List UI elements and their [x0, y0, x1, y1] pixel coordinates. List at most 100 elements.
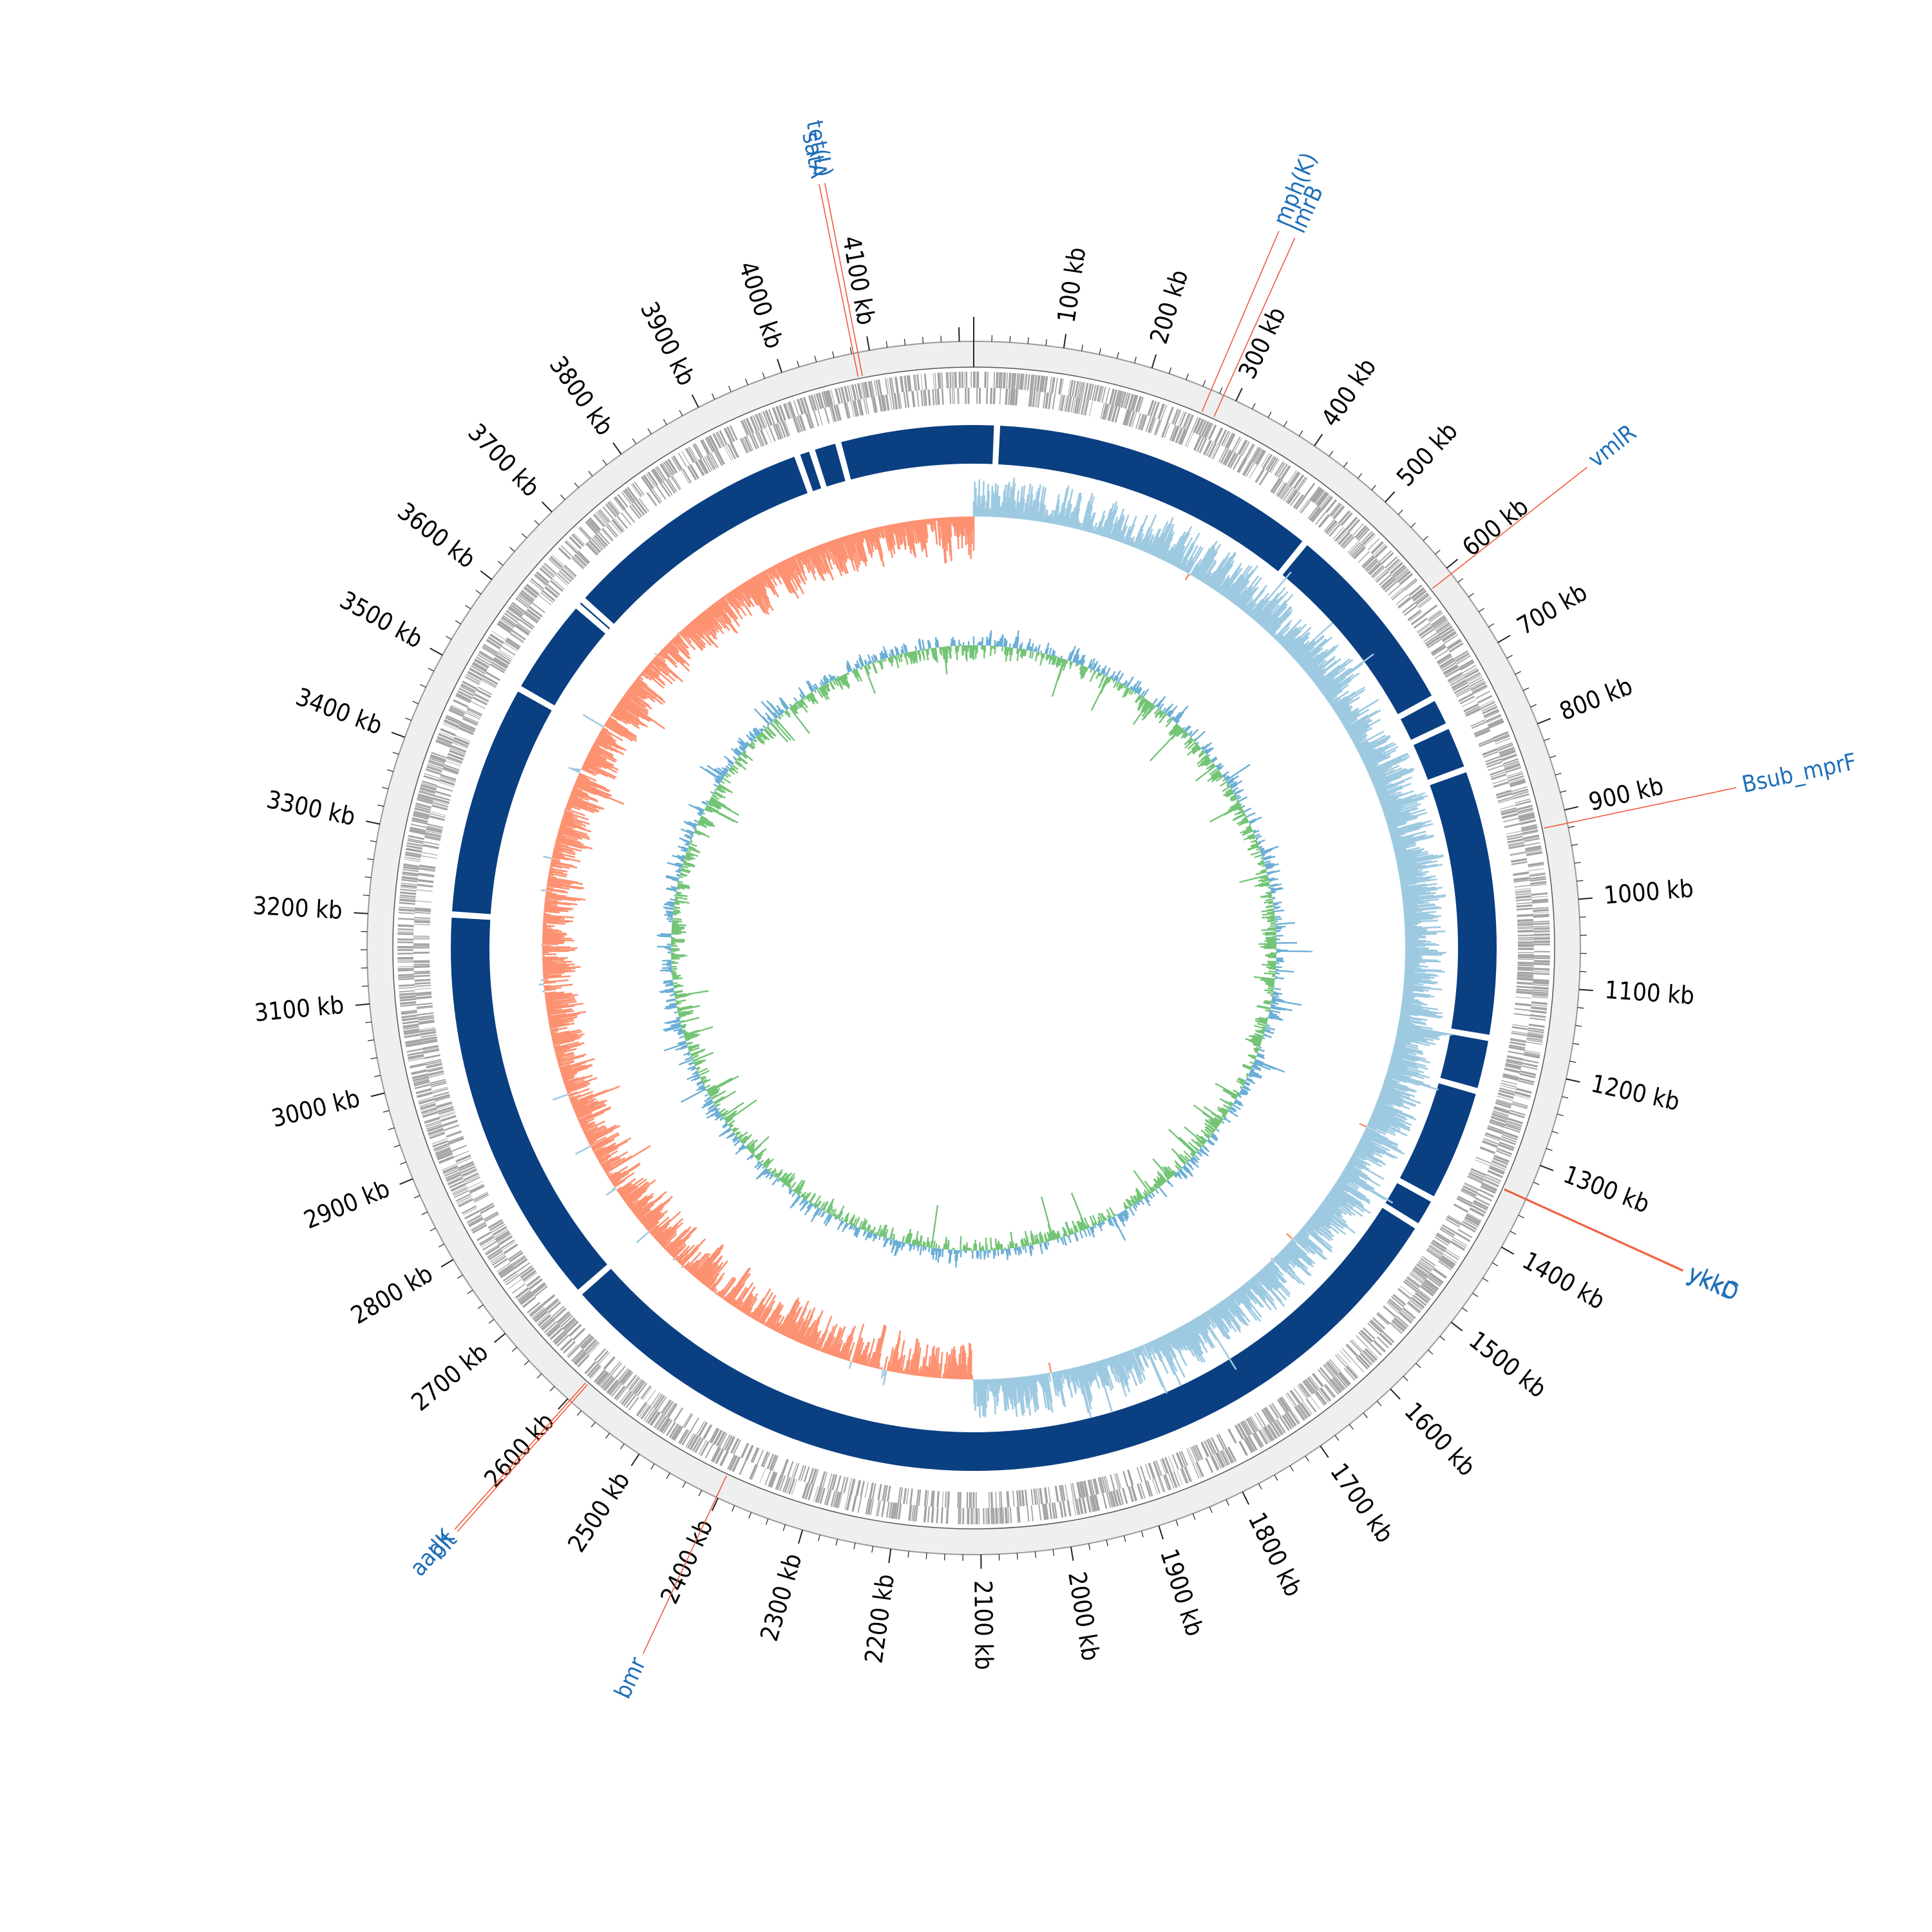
cds-feature	[1241, 1421, 1251, 1436]
cds-feature	[1475, 690, 1490, 699]
cds-feature	[1153, 1478, 1160, 1494]
gc-skew-bar	[544, 985, 551, 987]
cds-feature	[1319, 1387, 1332, 1402]
cds-feature	[1072, 1499, 1076, 1515]
cds-feature	[443, 721, 459, 729]
cds-feature	[1439, 1258, 1454, 1269]
cds-feature	[689, 1435, 699, 1451]
cds-feature	[1152, 401, 1160, 418]
cds-feature	[414, 911, 431, 914]
cds-feature	[448, 708, 464, 717]
cds-feature	[1512, 788, 1528, 795]
cds-feature	[1477, 695, 1493, 704]
cds-feature	[1417, 596, 1432, 607]
cds-feature	[397, 933, 414, 936]
cds-feature	[947, 372, 949, 388]
cds-feature	[1252, 1433, 1262, 1448]
cds-feature	[1089, 400, 1094, 417]
cds-feature	[932, 389, 935, 406]
cds-feature	[1391, 1320, 1405, 1332]
cds-feature	[1526, 849, 1542, 853]
cds-feature	[1464, 706, 1480, 715]
cds-feature	[1477, 1193, 1492, 1202]
cds-feature	[464, 1210, 480, 1220]
cds-feature	[1287, 489, 1299, 505]
cds-feature	[1224, 1448, 1233, 1464]
cds-feature	[552, 1330, 566, 1343]
cds-feature	[1416, 1263, 1431, 1274]
cds-feature	[1136, 1466, 1142, 1483]
cds-feature	[1493, 781, 1510, 788]
cds-feature	[1492, 1110, 1509, 1117]
cds-feature	[1358, 1331, 1371, 1345]
cds-feature	[1396, 594, 1409, 605]
cds-feature	[413, 1079, 430, 1085]
cds-feature	[697, 1421, 708, 1437]
cds-feature	[506, 611, 520, 621]
cds-feature	[1473, 726, 1490, 735]
cds-feature	[705, 1443, 714, 1459]
cds-feature	[1410, 1272, 1424, 1283]
cds-feature	[1387, 584, 1401, 596]
cds-feature	[1446, 1249, 1461, 1258]
cds-feature	[443, 1168, 459, 1175]
cds-feature	[1191, 1446, 1200, 1462]
cds-feature	[420, 784, 437, 791]
cds-feature	[954, 372, 958, 388]
cds-feature	[937, 372, 941, 389]
cds-feature	[1517, 913, 1533, 918]
cds-feature	[1533, 922, 1550, 925]
cds-feature	[563, 1341, 576, 1354]
cds-feature	[1315, 491, 1327, 506]
cds-feature	[730, 1438, 739, 1454]
contig-segment	[521, 608, 605, 706]
cds-feature	[1452, 682, 1468, 692]
cds-feature	[1110, 1474, 1115, 1491]
gc-skew-bar	[636, 1231, 650, 1244]
cds-feature	[1193, 1445, 1202, 1461]
cds-feature	[1486, 714, 1502, 723]
cds-feature	[761, 412, 768, 428]
cds-feature	[1009, 388, 1014, 406]
cds-feature	[1356, 526, 1368, 540]
gc-skew-bar	[543, 855, 552, 860]
cds-feature	[1323, 1364, 1335, 1378]
cds-feature	[1285, 1412, 1297, 1427]
cds-feature	[413, 1078, 430, 1083]
cds-feature	[455, 1193, 471, 1202]
cds-feature	[692, 444, 702, 459]
cds-feature	[1518, 811, 1535, 817]
cds-feature	[1269, 458, 1279, 473]
cds-feature	[799, 397, 807, 414]
cds-feature	[886, 1501, 890, 1518]
cds-feature	[656, 1416, 667, 1430]
cds-feature	[1502, 1131, 1519, 1139]
cds-feature	[1506, 1058, 1522, 1065]
cds-feature	[1164, 1457, 1172, 1473]
cds-feature	[1206, 423, 1214, 439]
cds-feature	[1533, 925, 1550, 927]
cds-feature	[1036, 375, 1041, 392]
cds-feature	[1374, 545, 1388, 558]
cds-feature	[1338, 510, 1351, 524]
cds-feature	[1200, 1441, 1209, 1457]
cds-feature	[1110, 1491, 1116, 1508]
cds-feature	[1530, 1009, 1547, 1014]
cds-feature	[867, 1498, 873, 1515]
cds-feature	[1526, 1037, 1543, 1041]
cds-feature	[524, 586, 538, 598]
cds-feature	[412, 1075, 429, 1082]
cds-feature	[600, 1375, 613, 1389]
cds-feature	[566, 1344, 578, 1357]
cds-feature	[715, 432, 724, 448]
cds-feature	[1297, 477, 1308, 491]
cds-feature	[726, 1436, 735, 1452]
cds-feature	[1475, 1159, 1490, 1166]
cds-feature	[1251, 1416, 1260, 1430]
cds-feature	[967, 1508, 970, 1524]
cds-feature	[752, 415, 761, 431]
cds-feature	[1412, 589, 1426, 600]
cds-feature	[975, 1508, 978, 1524]
cds-feature	[1012, 389, 1016, 406]
cds-feature	[1423, 1280, 1437, 1293]
